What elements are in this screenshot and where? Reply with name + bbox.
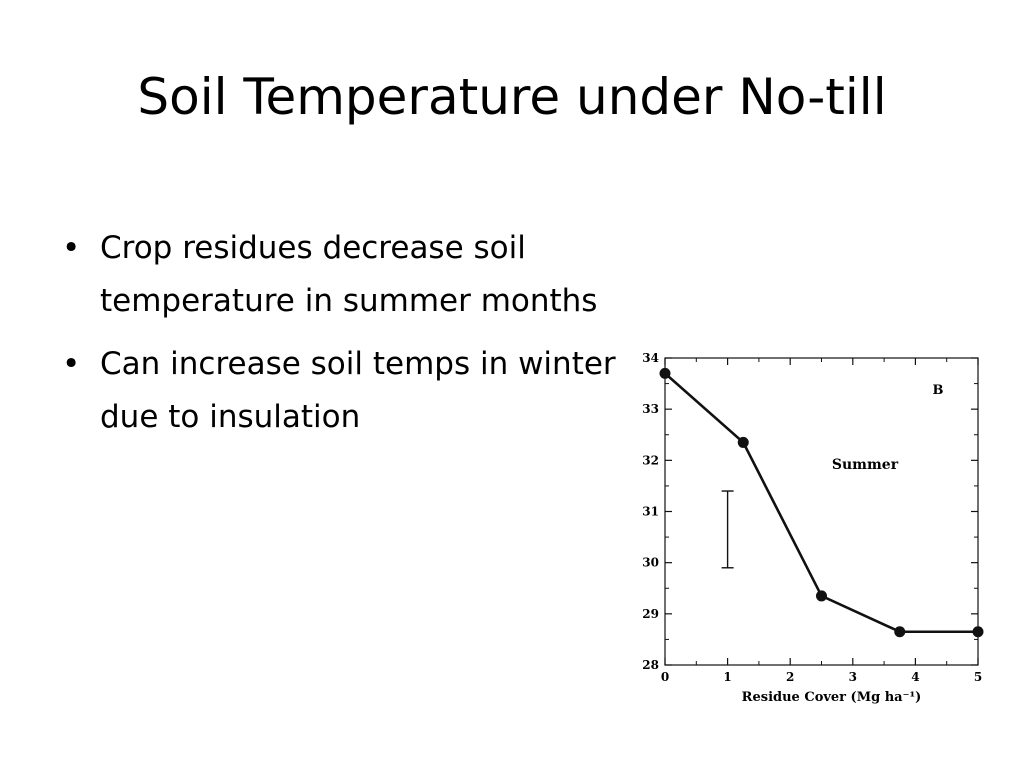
data-point (972, 626, 984, 638)
bullet-text: Crop residues decrease soil temperature … (100, 230, 598, 319)
bullet-dot-icon: • (62, 230, 81, 266)
bullet-list: • Crop residues decrease soil temperatur… (62, 222, 622, 454)
data-point (816, 590, 827, 602)
data-point (659, 367, 671, 379)
y-tick-label: 28 (642, 658, 659, 672)
data-point (737, 436, 749, 448)
bullet-item: • Can increase soil temps in winter due … (62, 338, 622, 444)
x-tick-label: 0 (661, 670, 669, 684)
x-axis-title: Residue Cover (Mg ha⁻¹) (742, 690, 922, 705)
bullet-item: • Crop residues decrease soil temperatur… (62, 222, 622, 328)
chart-annotation: Summer (832, 457, 899, 473)
x-tick-label: 3 (849, 670, 857, 684)
bullet-text: Can increase soil temps in winter due to… (100, 346, 616, 435)
slide-title: Soil Temperature under No-till (137, 68, 887, 126)
x-tick-label: 4 (911, 670, 919, 684)
y-tick-label: 30 (642, 556, 659, 570)
data-point (894, 626, 906, 638)
y-tick-label: 33 (642, 402, 659, 416)
y-tick-label: 29 (642, 607, 659, 621)
x-tick-label: 1 (723, 670, 731, 684)
y-tick-label: 32 (642, 453, 659, 467)
x-tick-label: 5 (974, 670, 982, 684)
panel-label: B (933, 383, 944, 398)
x-tick-label: 2 (786, 670, 794, 684)
y-tick-label: 34 (642, 351, 659, 365)
bullet-dot-icon: • (62, 346, 81, 382)
plot-frame (664, 357, 979, 666)
y-tick-label: 31 (642, 505, 659, 519)
